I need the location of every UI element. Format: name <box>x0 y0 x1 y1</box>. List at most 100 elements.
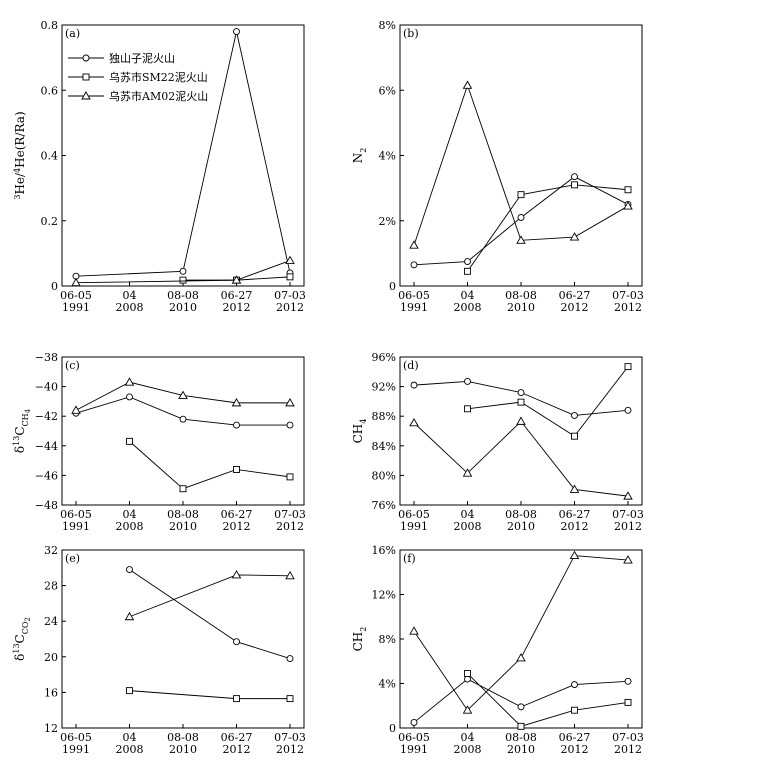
data-point <box>571 173 578 181</box>
x-tick-label: 2010 <box>507 520 535 533</box>
x-tick-label: 08-08 <box>505 731 537 744</box>
y-tick-label: 8% <box>379 633 396 646</box>
y-axis-label-part: C <box>13 634 27 643</box>
x-tick-label: 06-27 <box>221 508 253 521</box>
panel-label: (c) <box>65 359 80 372</box>
data-point <box>571 706 578 714</box>
y-tick-label: −42 <box>35 410 58 423</box>
panel-label: (e) <box>65 552 80 565</box>
series-line <box>129 574 291 618</box>
y-tick-label: −40 <box>35 381 58 394</box>
y-tick-label: 76% <box>372 499 396 512</box>
data-point <box>126 687 133 695</box>
x-tick-label: 1991 <box>400 301 428 314</box>
x-tick-label: 2010 <box>507 743 535 756</box>
x-tick-label: 1991 <box>62 301 90 314</box>
panel-label: (f) <box>403 552 416 565</box>
chart-panel: −48−46−44−42−40−3806-05199104200808-0820… <box>12 351 306 533</box>
legend-marker <box>81 91 91 100</box>
plot-frame <box>61 549 305 729</box>
x-tick-label: 2008 <box>454 301 482 314</box>
x-tick-label: 06-05 <box>60 508 92 521</box>
plot-frame <box>399 356 643 506</box>
data-point <box>569 232 580 241</box>
y-tick-label: −38 <box>35 351 58 364</box>
x-tick-label: 2012 <box>223 520 251 533</box>
x-tick-label: 2012 <box>223 301 251 314</box>
x-tick-label: 06-05 <box>60 731 92 744</box>
data-point <box>126 437 133 445</box>
x-tick-label: 04 <box>123 289 137 302</box>
series-line <box>75 31 291 277</box>
x-tick-label: 2008 <box>116 743 144 756</box>
legend-label: 独山子泥火山 <box>109 52 175 65</box>
data-point <box>285 397 295 407</box>
series-line <box>129 690 290 700</box>
x-tick-label: 2010 <box>169 301 197 314</box>
x-tick-label: 06-05 <box>398 731 430 744</box>
series-line <box>467 366 629 437</box>
data-point <box>571 681 578 689</box>
y-tick-label: 0.8 <box>41 19 59 32</box>
data-point <box>233 695 240 703</box>
y-tick-label: 20 <box>44 651 58 664</box>
data-point <box>464 670 471 677</box>
data-point <box>624 698 632 706</box>
y-tick-label: 2% <box>379 215 396 228</box>
data-point <box>464 675 471 683</box>
y-axis-label-part: 4 <box>359 419 368 424</box>
data-point <box>517 398 525 406</box>
y-tick-label: 92% <box>372 381 396 394</box>
data-point <box>285 570 295 580</box>
x-tick-label: 06-27 <box>221 289 253 302</box>
y-axis-label-part: 2 <box>24 617 32 621</box>
x-tick-label: 04 <box>461 731 475 744</box>
data-point <box>624 363 632 371</box>
data-point <box>410 261 418 269</box>
x-tick-label: 2012 <box>276 743 304 756</box>
x-tick-label: 08-08 <box>505 289 537 302</box>
x-tick-label: 07-03 <box>612 508 644 521</box>
x-tick-label: 1991 <box>400 520 428 533</box>
x-tick-label: 2012 <box>276 301 304 314</box>
data-point <box>286 421 294 429</box>
data-point <box>571 432 578 440</box>
x-tick-label: 07-03 <box>274 731 306 744</box>
y-tick-label: 80% <box>372 469 396 482</box>
data-point <box>409 417 419 427</box>
x-tick-label: 07-03 <box>612 731 644 744</box>
data-point <box>71 405 81 414</box>
data-point <box>179 276 187 284</box>
x-tick-label: 04 <box>461 508 475 521</box>
data-point <box>126 566 133 574</box>
panel-label: (d) <box>403 359 419 372</box>
x-tick-label: 08-08 <box>167 731 199 744</box>
y-tick-label: 6% <box>379 84 396 97</box>
y-axis-label-part: 4 <box>24 408 32 413</box>
plot-frame <box>61 24 305 287</box>
y-axis-label-part: δ <box>13 446 27 453</box>
panel-label: (a) <box>65 27 80 40</box>
y-axis-label: δ13CCO2 <box>12 617 32 661</box>
y-tick-label: 4% <box>379 678 396 691</box>
x-tick-label: 2008 <box>116 301 144 314</box>
x-tick-label: 08-08 <box>505 508 537 521</box>
series-line <box>413 380 629 416</box>
y-axis-label-part: 3 <box>13 195 22 200</box>
data-point <box>410 718 418 726</box>
data-point <box>233 28 240 35</box>
data-point <box>231 275 242 284</box>
series-line <box>413 555 629 711</box>
y-tick-label: 96% <box>372 351 396 364</box>
y-axis-label-part: C <box>13 426 27 435</box>
data-point <box>624 677 632 685</box>
x-tick-label: 1991 <box>62 520 90 533</box>
y-axis-label: CH4 <box>351 419 368 444</box>
legend-marker <box>82 73 90 81</box>
x-tick-label: 06-27 <box>559 731 591 744</box>
x-tick-label: 2012 <box>276 520 304 533</box>
x-tick-label: 2010 <box>169 520 197 533</box>
y-axis-label-part: N <box>351 153 365 164</box>
data-point <box>464 405 471 413</box>
